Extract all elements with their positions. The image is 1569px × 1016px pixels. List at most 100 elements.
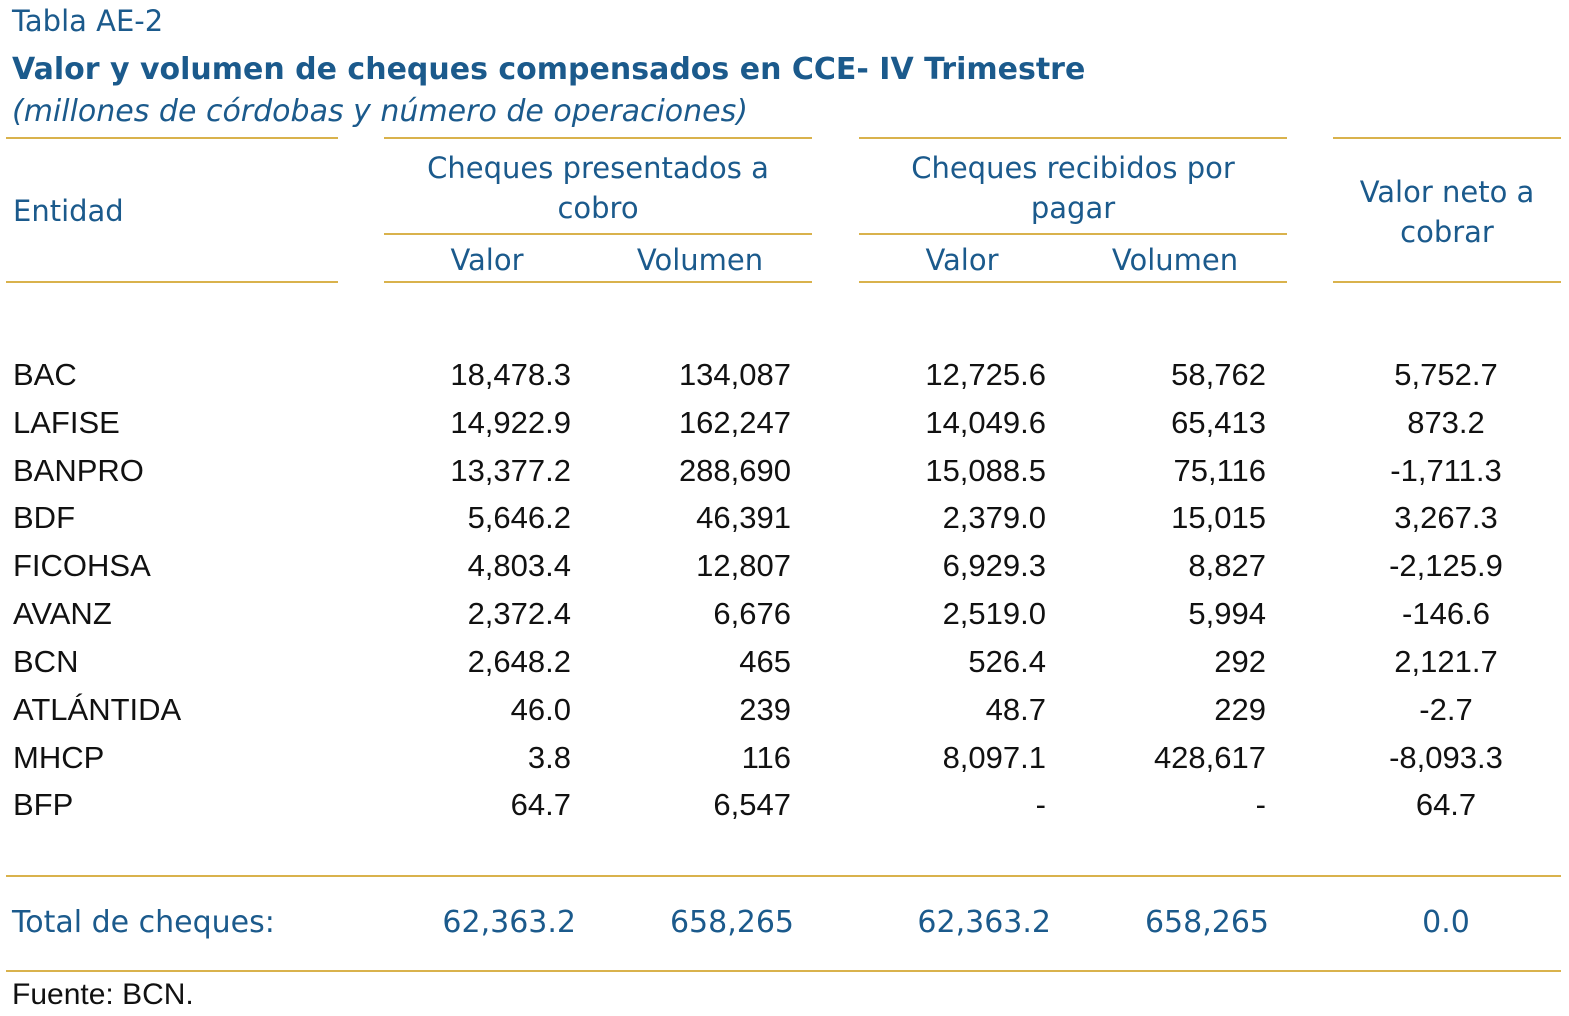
cell-net: 3,267.3 bbox=[1394, 500, 1498, 535]
cell-rec-volumen: 5,994 bbox=[1188, 596, 1266, 631]
rule-bottom-net bbox=[1333, 281, 1561, 283]
cell-net: 873.2 bbox=[1407, 405, 1485, 440]
cell-entity: BCN bbox=[13, 644, 79, 679]
table-row: LAFISE 14,922.9 162,247 14,049.6 65,413 … bbox=[0, 405, 1569, 453]
cell-rec-valor: 8,097.1 bbox=[942, 740, 1046, 775]
cell-rec-valor: - bbox=[1035, 787, 1046, 822]
cell-pres-valor: 3.8 bbox=[527, 740, 571, 775]
cell-pres-volumen: 12,807 bbox=[696, 548, 791, 583]
header-group-received: Cheques recibidos por pagar bbox=[859, 148, 1287, 228]
total-rec-valor: 62,363.2 bbox=[917, 905, 1051, 940]
cell-entity: BFP bbox=[13, 787, 74, 822]
cell-pres-volumen: 6,547 bbox=[713, 787, 791, 822]
cell-rec-volumen: 292 bbox=[1214, 644, 1266, 679]
subheader-presented-volumen: Volumen bbox=[636, 243, 764, 277]
header-net: Valor neto a cobrar bbox=[1333, 172, 1561, 252]
cell-pres-volumen: 6,676 bbox=[713, 596, 791, 631]
cell-net: -2,125.9 bbox=[1389, 548, 1503, 583]
cell-pres-volumen: 465 bbox=[739, 644, 791, 679]
total-net: 0.0 bbox=[1422, 905, 1470, 940]
source-note: Fuente: BCN. bbox=[12, 978, 194, 1011]
subheader-presented-valor: Valor bbox=[450, 243, 524, 277]
header-group-received-line1: Cheques recibidos por bbox=[911, 151, 1235, 185]
cell-entity: BDF bbox=[13, 500, 75, 535]
subheader-received-volumen: Volumen bbox=[1111, 243, 1239, 277]
table-row: ATLÁNTIDA 46.0 239 48.7 229 -2.7 bbox=[0, 692, 1569, 740]
cell-entity: BAC bbox=[13, 357, 77, 392]
cell-pres-valor: 4,803.4 bbox=[467, 548, 571, 583]
cell-rec-volumen: 428,617 bbox=[1153, 740, 1266, 775]
cell-pres-volumen: 46,391 bbox=[696, 500, 791, 535]
cell-rec-valor: 526.4 bbox=[968, 644, 1046, 679]
cell-pres-volumen: 288,690 bbox=[678, 453, 791, 488]
total-pres-valor: 62,363.2 bbox=[442, 905, 576, 940]
subheader-received-valor: Valor bbox=[925, 243, 999, 277]
cell-net: -146.6 bbox=[1402, 596, 1490, 631]
rule-top-received bbox=[859, 137, 1287, 139]
cell-pres-valor: 2,372.4 bbox=[467, 596, 571, 631]
cell-rec-valor: 2,519.0 bbox=[942, 596, 1046, 631]
table-label: Tabla AE-2 bbox=[12, 4, 164, 38]
header-net-line2: cobrar bbox=[1400, 215, 1494, 249]
cell-net: -2.7 bbox=[1419, 692, 1473, 727]
rule-mid-presented bbox=[384, 233, 812, 235]
table-row: BDF 5,646.2 46,391 2,379.0 15,015 3,267.… bbox=[0, 500, 1569, 548]
cell-pres-valor: 14,922.9 bbox=[450, 405, 571, 440]
cell-pres-volumen: 116 bbox=[741, 740, 791, 775]
rule-total-bottom bbox=[6, 970, 1561, 972]
cell-entity: MHCP bbox=[13, 740, 105, 775]
cell-net: 2,121.7 bbox=[1394, 644, 1498, 679]
cell-entity: ATLÁNTIDA bbox=[13, 692, 182, 727]
total-pres-volumen: 658,265 bbox=[669, 905, 794, 940]
cell-net: 5,752.7 bbox=[1394, 357, 1498, 392]
cell-entity: AVANZ bbox=[13, 596, 112, 631]
cell-net: -1,711.3 bbox=[1390, 453, 1502, 488]
cell-entity: FICOHSA bbox=[13, 548, 151, 583]
table-row: BANPRO 13,377.2 288,690 15,088.5 75,116 … bbox=[0, 453, 1569, 501]
cell-rec-volumen: - bbox=[1255, 787, 1266, 822]
rule-total-top bbox=[6, 875, 1561, 877]
cell-rec-valor: 15,088.5 bbox=[925, 453, 1046, 488]
rule-bottom-received bbox=[859, 281, 1287, 283]
cell-pres-valor: 64.7 bbox=[510, 787, 571, 822]
cell-rec-volumen: 8,827 bbox=[1188, 548, 1266, 583]
cell-rec-valor: 2,379.0 bbox=[942, 500, 1046, 535]
header-group-presented-line2: cobro bbox=[557, 191, 639, 225]
cell-rec-valor: 12,725.6 bbox=[925, 357, 1046, 392]
rule-top-entity bbox=[6, 137, 338, 139]
table-row: BCN 2,648.2 465 526.4 292 2,121.7 bbox=[0, 644, 1569, 692]
total-label: Total de cheques: bbox=[12, 905, 275, 940]
cell-pres-valor: 46.0 bbox=[510, 692, 571, 727]
rule-mid-received bbox=[859, 233, 1287, 235]
cell-rec-valor: 14,049.6 bbox=[925, 405, 1046, 440]
rule-bottom-presented bbox=[384, 281, 812, 283]
cell-pres-volumen: 239 bbox=[739, 692, 791, 727]
total-rec-volumen: 658,265 bbox=[1144, 905, 1269, 940]
cell-net: -8,093.3 bbox=[1389, 740, 1503, 775]
rule-top-presented bbox=[384, 137, 812, 139]
cell-rec-volumen: 229 bbox=[1214, 692, 1266, 727]
cell-entity: LAFISE bbox=[13, 405, 120, 440]
table-row: AVANZ 2,372.4 6,676 2,519.0 5,994 -146.6 bbox=[0, 596, 1569, 644]
header-entity: Entidad bbox=[13, 194, 124, 228]
cell-pres-volumen: 134,087 bbox=[678, 357, 791, 392]
header-net-line1: Valor neto a bbox=[1359, 175, 1535, 209]
cell-entity: BANPRO bbox=[13, 453, 144, 488]
table-subtitle: (millones de córdobas y número de operac… bbox=[12, 94, 748, 129]
cell-rec-volumen: 75,116 bbox=[1173, 453, 1266, 488]
cell-pres-valor: 5,646.2 bbox=[467, 500, 571, 535]
cell-pres-valor: 18,478.3 bbox=[450, 357, 571, 392]
table-row: FICOHSA 4,803.4 12,807 6,929.3 8,827 -2,… bbox=[0, 548, 1569, 596]
cell-pres-valor: 13,377.2 bbox=[450, 453, 571, 488]
total-row: Total de cheques: 62,363.2 658,265 62,36… bbox=[0, 905, 1569, 953]
table-row: MHCP 3.8 116 8,097.1 428,617 -8,093.3 bbox=[0, 740, 1569, 788]
table-row: BFP 64.7 6,547 - - 64.7 bbox=[0, 787, 1569, 835]
cell-pres-volumen: 162,247 bbox=[678, 405, 791, 440]
header-group-presented-line1: Cheques presentados a bbox=[427, 151, 769, 185]
rule-top-net bbox=[1333, 137, 1561, 139]
cell-rec-valor: 48.7 bbox=[985, 692, 1046, 727]
cell-rec-valor: 6,929.3 bbox=[942, 548, 1046, 583]
cell-rec-volumen: 65,413 bbox=[1171, 405, 1266, 440]
cell-rec-volumen: 15,015 bbox=[1171, 500, 1266, 535]
cell-pres-valor: 2,648.2 bbox=[467, 644, 571, 679]
